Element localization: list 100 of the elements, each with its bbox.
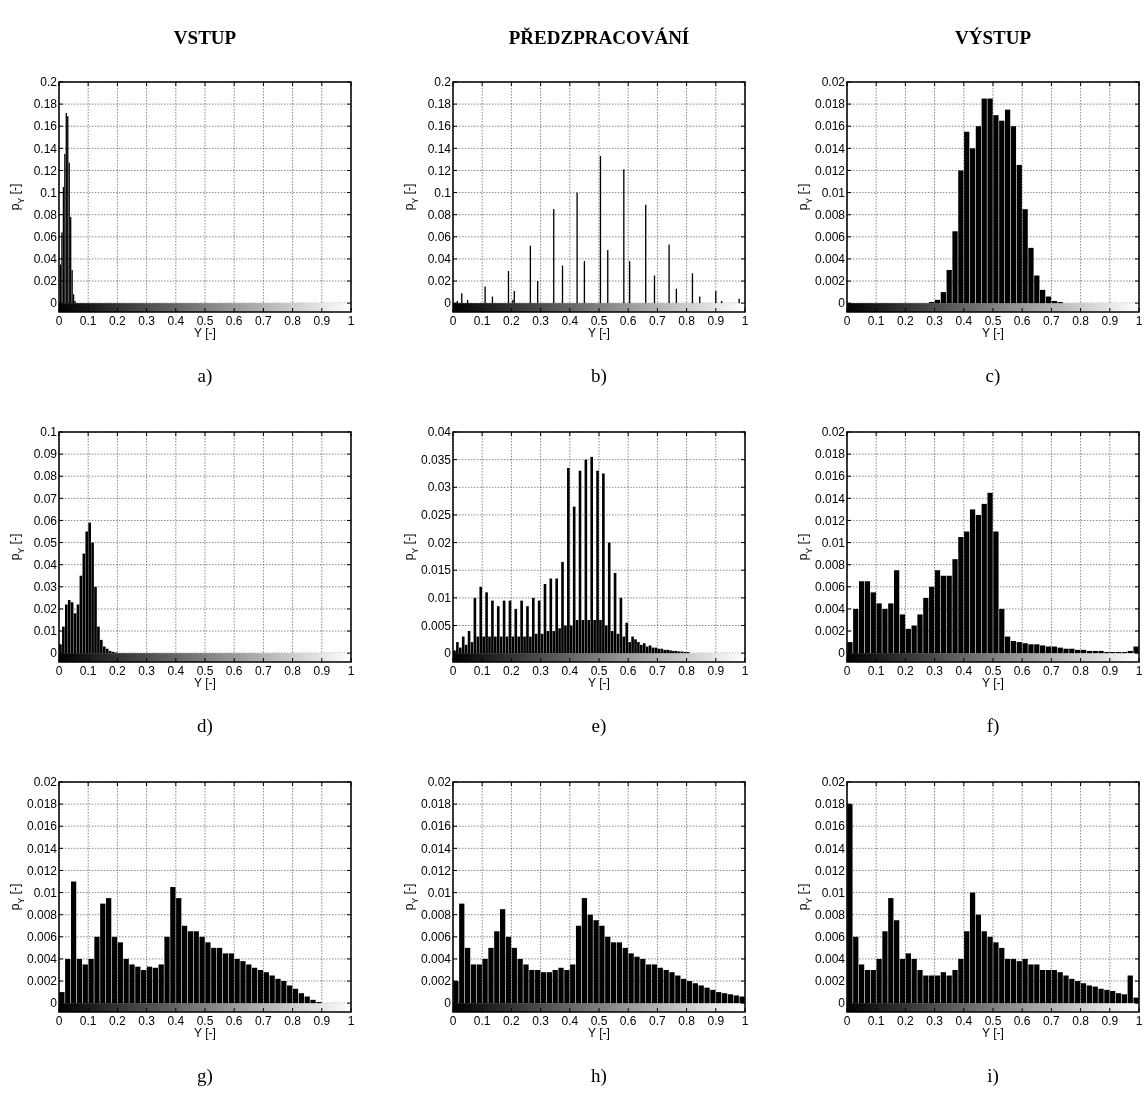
x-tick-label: 0.2 bbox=[503, 664, 521, 678]
bar bbox=[631, 636, 634, 654]
x-tick-label: 0.1 bbox=[867, 664, 885, 678]
y-tick-label: 0.18 bbox=[427, 97, 452, 112]
x-tick-label: 0.6 bbox=[225, 314, 243, 328]
x-tick-label: 0.4 bbox=[955, 664, 973, 678]
y-tick-label: 0.02 bbox=[33, 775, 58, 790]
y-tick-label: 0.012 bbox=[814, 513, 846, 528]
x-tick-label: 0.9 bbox=[1101, 664, 1119, 678]
x-tick-label: 0.4 bbox=[955, 314, 973, 328]
y-tick-label: 0.008 bbox=[814, 907, 846, 922]
y-tick-label: 0.014 bbox=[814, 141, 846, 156]
y-tick-label: 0.002 bbox=[26, 974, 58, 989]
y-tick-label: 0 bbox=[444, 646, 452, 661]
x-tick-label: 0.2 bbox=[503, 1014, 521, 1028]
x-axis-title: Y [-] bbox=[588, 1026, 610, 1040]
bar bbox=[461, 636, 465, 654]
bar bbox=[672, 650, 675, 654]
x-axis-title: Y [-] bbox=[588, 676, 610, 690]
bar bbox=[531, 597, 535, 654]
x-tick-label: 0.3 bbox=[532, 664, 550, 678]
x-tick-label: 0.1 bbox=[473, 664, 491, 678]
bar bbox=[456, 642, 459, 654]
y-tick-label: 0.16 bbox=[33, 119, 58, 134]
y-tick-label: 0.02 bbox=[33, 602, 58, 617]
y-tick-label: 0.014 bbox=[814, 841, 846, 856]
x-tick-label: 0.6 bbox=[619, 664, 637, 678]
y-tick-label: 0.012 bbox=[814, 163, 846, 178]
x-tick-label: 0.2 bbox=[897, 1014, 915, 1028]
x-tick-label: 0.8 bbox=[284, 664, 302, 678]
x-tick-label: 0.6 bbox=[225, 664, 243, 678]
x-tick-label: 0.6 bbox=[619, 1014, 637, 1028]
x-tick-label: 0.7 bbox=[1043, 314, 1061, 328]
y-tick-label: 0 bbox=[50, 296, 58, 311]
y-tick-label: 0.016 bbox=[814, 119, 846, 134]
x-tick-label: 0.3 bbox=[532, 314, 550, 328]
x-tick-label: 0.2 bbox=[109, 1014, 127, 1028]
y-tick-label: 0 bbox=[444, 996, 452, 1011]
bar bbox=[520, 600, 523, 654]
x-tick-label: 0.5 bbox=[196, 314, 214, 328]
y-tick-label: 0 bbox=[50, 996, 58, 1011]
x-tick-label: 0.6 bbox=[1013, 664, 1031, 678]
x-tick-label: 0.9 bbox=[1101, 314, 1119, 328]
bar bbox=[637, 642, 640, 654]
bar bbox=[485, 592, 488, 654]
text: h) bbox=[591, 1065, 607, 1087]
y-tick-label: 0.02 bbox=[821, 775, 846, 790]
y-tick-label: 0 bbox=[444, 296, 452, 311]
y-tick-label: 0.02 bbox=[821, 75, 846, 90]
y-tick-label: 0.012 bbox=[420, 863, 452, 878]
y-tick-label: 0.06 bbox=[33, 513, 58, 528]
y-tick-label: 0.035 bbox=[420, 452, 452, 467]
x-tick-label: 1 bbox=[1135, 314, 1143, 328]
y-tick-label: 0.016 bbox=[814, 819, 846, 834]
y-tick-label: 0.12 bbox=[427, 163, 452, 178]
x-tick-label: 0.6 bbox=[1013, 1014, 1031, 1028]
x-tick-label: 0.4 bbox=[561, 1014, 579, 1028]
y-tick-label: 0.09 bbox=[33, 447, 58, 462]
x-axis-title: Y [-] bbox=[194, 676, 216, 690]
text: a) bbox=[197, 365, 213, 387]
bar bbox=[596, 470, 599, 654]
y-tick-label: 0.014 bbox=[814, 491, 846, 506]
x-tick-label: 0.7 bbox=[255, 314, 273, 328]
y-tick-label: 0.14 bbox=[33, 141, 58, 156]
y-tick-label: 0.04 bbox=[33, 557, 58, 572]
x-tick-label: 0.3 bbox=[926, 1014, 944, 1028]
x-tick-label: 0.1 bbox=[867, 314, 885, 328]
x-tick-label: 0.2 bbox=[897, 664, 915, 678]
x-tick-label: 0.7 bbox=[649, 314, 667, 328]
y-tick-label: 0.015 bbox=[420, 563, 452, 578]
x-tick-label: 0.4 bbox=[561, 664, 579, 678]
y-tick-label: 0.01 bbox=[427, 885, 452, 900]
y-tick-label: 0.006 bbox=[814, 580, 846, 595]
x-tick-label: 0.8 bbox=[1072, 664, 1090, 678]
chart-title: PŘEDZPRACOVÁNÍ bbox=[508, 27, 690, 48]
x-tick-label: 0.8 bbox=[678, 1014, 696, 1028]
y-tick-label: 0.018 bbox=[26, 797, 58, 812]
x-tick-label: 0.5 bbox=[984, 664, 1002, 678]
x-tick-label: 0.5 bbox=[590, 314, 608, 328]
x-tick-label: 0.9 bbox=[1101, 1014, 1119, 1028]
x-tick-label: 0.1 bbox=[79, 314, 97, 328]
x-tick-label: 0.9 bbox=[313, 664, 331, 678]
x-tick-label: 0.4 bbox=[561, 314, 579, 328]
x-tick-label: 0.4 bbox=[167, 1014, 185, 1028]
x-tick-label: 0.6 bbox=[1013, 314, 1031, 328]
bar bbox=[590, 456, 594, 654]
y-tick-label: 0.025 bbox=[420, 508, 452, 523]
y-tick-label: 0.12 bbox=[33, 163, 58, 178]
y-tick-label: 0.006 bbox=[420, 930, 452, 945]
x-tick-label: 0.9 bbox=[707, 664, 725, 678]
y-tick-label: 0.018 bbox=[814, 797, 846, 812]
x-axis-title: Y [-] bbox=[588, 326, 610, 340]
bar bbox=[634, 639, 637, 654]
y-tick-label: 0.07 bbox=[33, 491, 58, 506]
text: i) bbox=[987, 1065, 999, 1087]
x-tick-label: 0.4 bbox=[955, 1014, 973, 1028]
y-tick-label: 0.006 bbox=[814, 930, 846, 945]
y-tick-label: 0.06 bbox=[33, 230, 58, 245]
bar bbox=[602, 473, 605, 654]
x-tick-label: 1 bbox=[347, 1014, 355, 1028]
